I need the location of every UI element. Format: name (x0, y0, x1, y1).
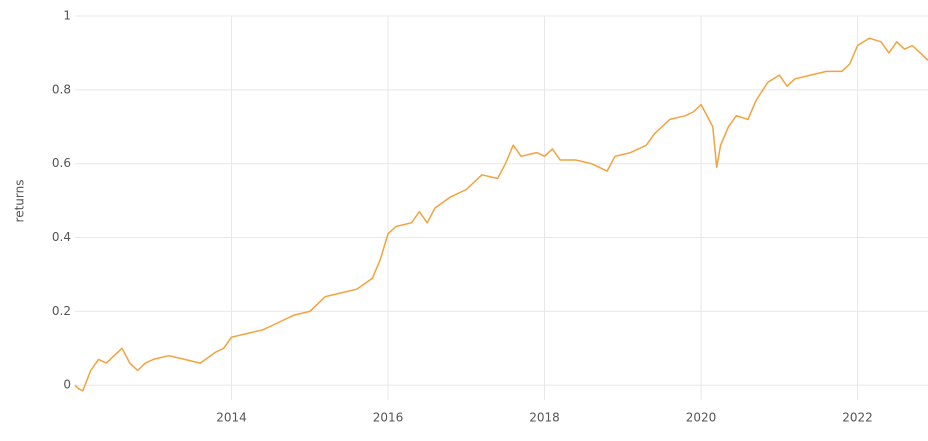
y-tick-label: 0.8 (52, 82, 71, 96)
y-tick-label: 0.4 (52, 230, 71, 244)
line-series (74, 37, 928, 392)
y-tick-label: 0.6 (52, 156, 71, 170)
x-tick-label: 2020 (686, 411, 717, 425)
y-axis-label: returns (13, 180, 27, 223)
y-tick-label: 1 (63, 9, 71, 23)
x-tick-label: 2014 (216, 411, 247, 425)
y-tick-label: 0.2 (52, 304, 71, 318)
x-tick-label: 2022 (842, 411, 873, 425)
x-tick-label: 2018 (529, 411, 560, 425)
y-tick-label: 0 (63, 378, 71, 392)
x-tick-label: 2016 (373, 411, 404, 425)
